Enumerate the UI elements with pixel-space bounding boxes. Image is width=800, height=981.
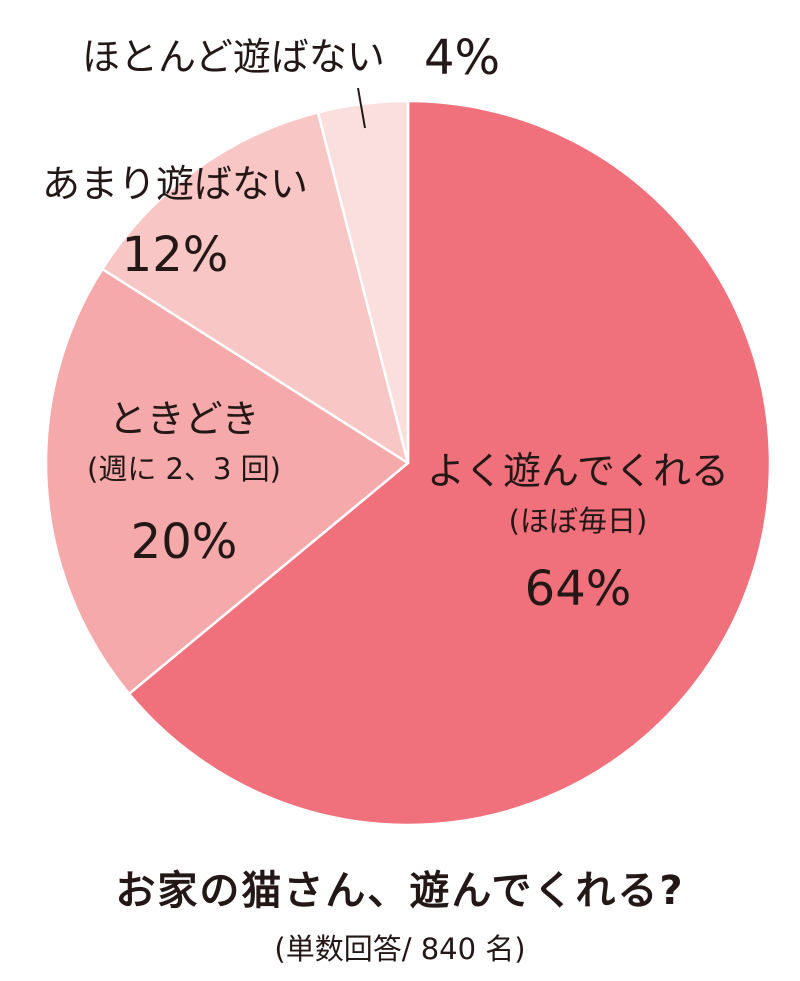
pie-slices [44, 99, 772, 827]
pie-slice-rarely [101, 111, 410, 465]
slice-value-often: 64% [525, 561, 632, 617]
slice-label-often: よく遊んでくれる [427, 449, 729, 493]
slice-sublabel-sometimes: (週に 2、3 回) [87, 452, 281, 486]
slice-label-rarely: あまり遊ばない [42, 162, 308, 206]
pie-slice-almost-never [316, 99, 410, 465]
leader-line [357, 87, 366, 129]
pie-slice-sometimes [44, 267, 410, 695]
slice-label-almost-never: ほとんど遊ばない [82, 35, 385, 79]
slice-label-sometimes: ときどき [109, 397, 260, 441]
pie-slice-often [127, 99, 772, 827]
chart-title: お家の猫さん、遊んでくれる? [115, 868, 685, 914]
chart-subtitle: (単数回答/ 840 名) [274, 932, 526, 966]
slice-value-sometimes: 20% [131, 514, 238, 570]
slice-value-rarely: 12% [122, 227, 229, 283]
slice-sublabel-often: (ほぼ毎日) [509, 504, 648, 538]
slice-value-almost-never: 4% [424, 30, 500, 86]
